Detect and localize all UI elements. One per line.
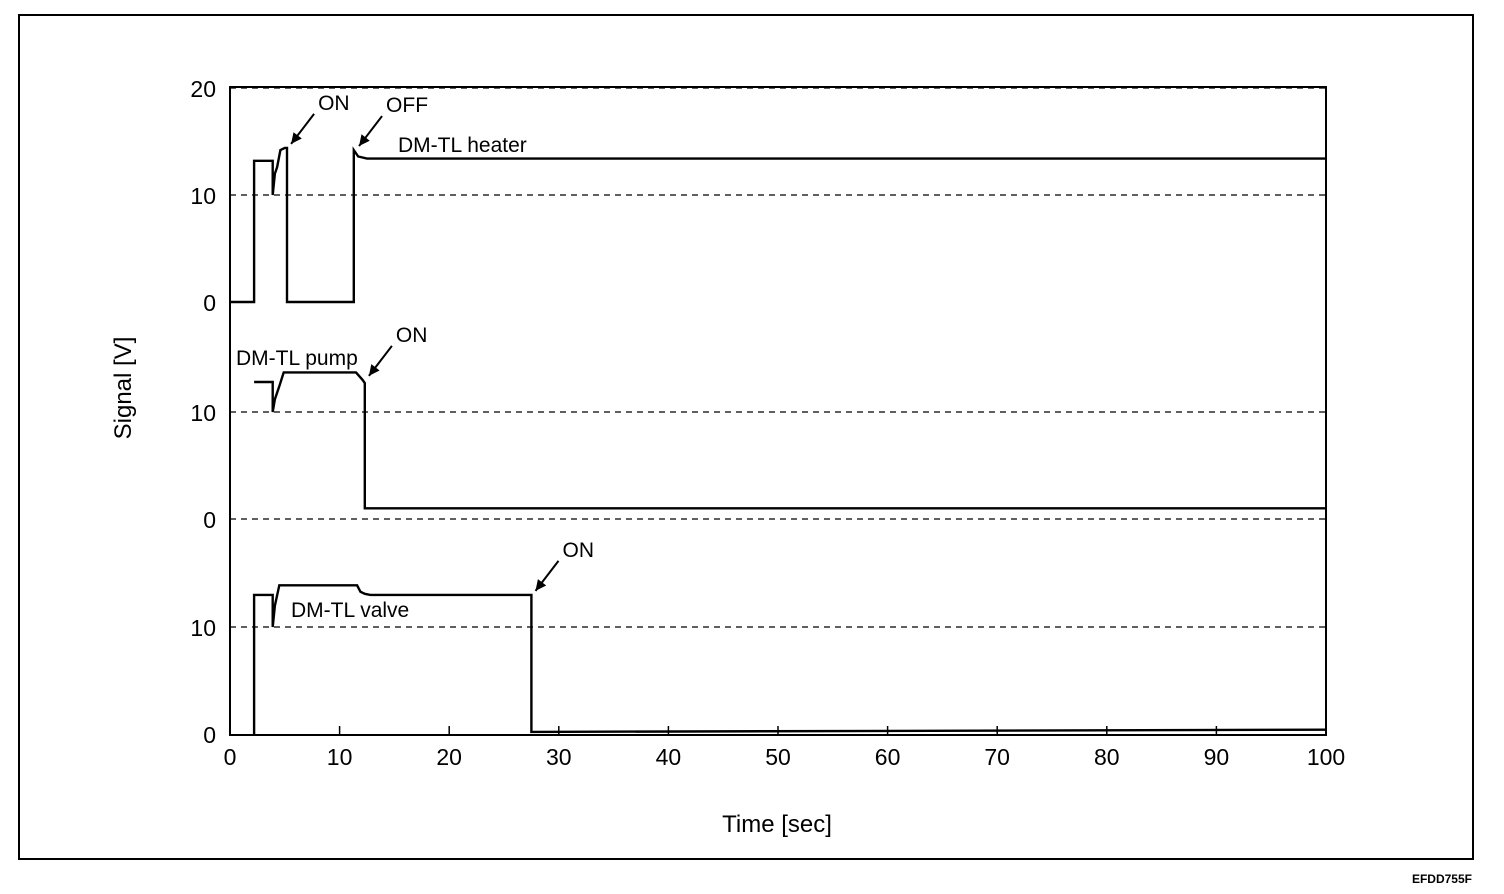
series-line-dm-tl-valve (252, 584, 1327, 734)
x-tick-label: 70 (984, 744, 1010, 770)
x-tick-label: 10 (327, 744, 353, 770)
x-tick-label: 20 (436, 744, 462, 770)
annotation-label: ON (562, 539, 594, 562)
x-tick-label: 40 (656, 744, 682, 770)
series-line-dm-tl-pump (254, 371, 1326, 510)
series-label: DM-TL heater (398, 134, 527, 157)
figure-frame (18, 14, 1474, 860)
y-axis-label: Signal [V] (110, 337, 137, 440)
y-tick-label: 10 (190, 615, 216, 641)
y-tick-label: 10 (190, 183, 216, 209)
x-tick-label: 50 (765, 744, 791, 770)
x-tick-label: 100 (1307, 744, 1345, 770)
figure-code: EFDD755F (1411, 872, 1472, 886)
x-tick-label: 80 (1094, 744, 1120, 770)
annotation-label: OFF (386, 94, 428, 117)
y-tick-label: 20 (190, 76, 216, 102)
series-label: DM-TL valve (291, 599, 409, 622)
x-tick-label: 30 (546, 744, 572, 770)
plot-border (229, 86, 1327, 736)
annotation-label: ON (396, 324, 428, 347)
annotation-arrow-head (359, 134, 370, 147)
annotation-arrow-head (291, 132, 302, 144)
annotation-arrow-head (368, 364, 380, 376)
x-tick-label: 60 (875, 744, 901, 770)
x-tick-label: 0 (224, 744, 237, 770)
grid-layer (230, 87, 1326, 628)
y-tick-label: 10 (190, 400, 216, 426)
x-tick-label: 90 (1204, 744, 1230, 770)
annotation-arrow-head (535, 579, 547, 591)
x-axis-label: Time [sec] (722, 811, 832, 838)
annotation-layer: ON OFF DM-TL heater ON DM-TL pump ON DM-TL val… (236, 92, 594, 622)
series-label: DM-TL pump (236, 347, 358, 370)
series-line-dm-tl-heater (230, 146, 1326, 304)
y-tick-label: 0 (203, 507, 216, 533)
annotation-label: ON (318, 92, 350, 115)
y-tick-label: 0 (203, 722, 216, 748)
y-tick-label: 0 (203, 290, 216, 316)
series-layer (230, 146, 1327, 734)
